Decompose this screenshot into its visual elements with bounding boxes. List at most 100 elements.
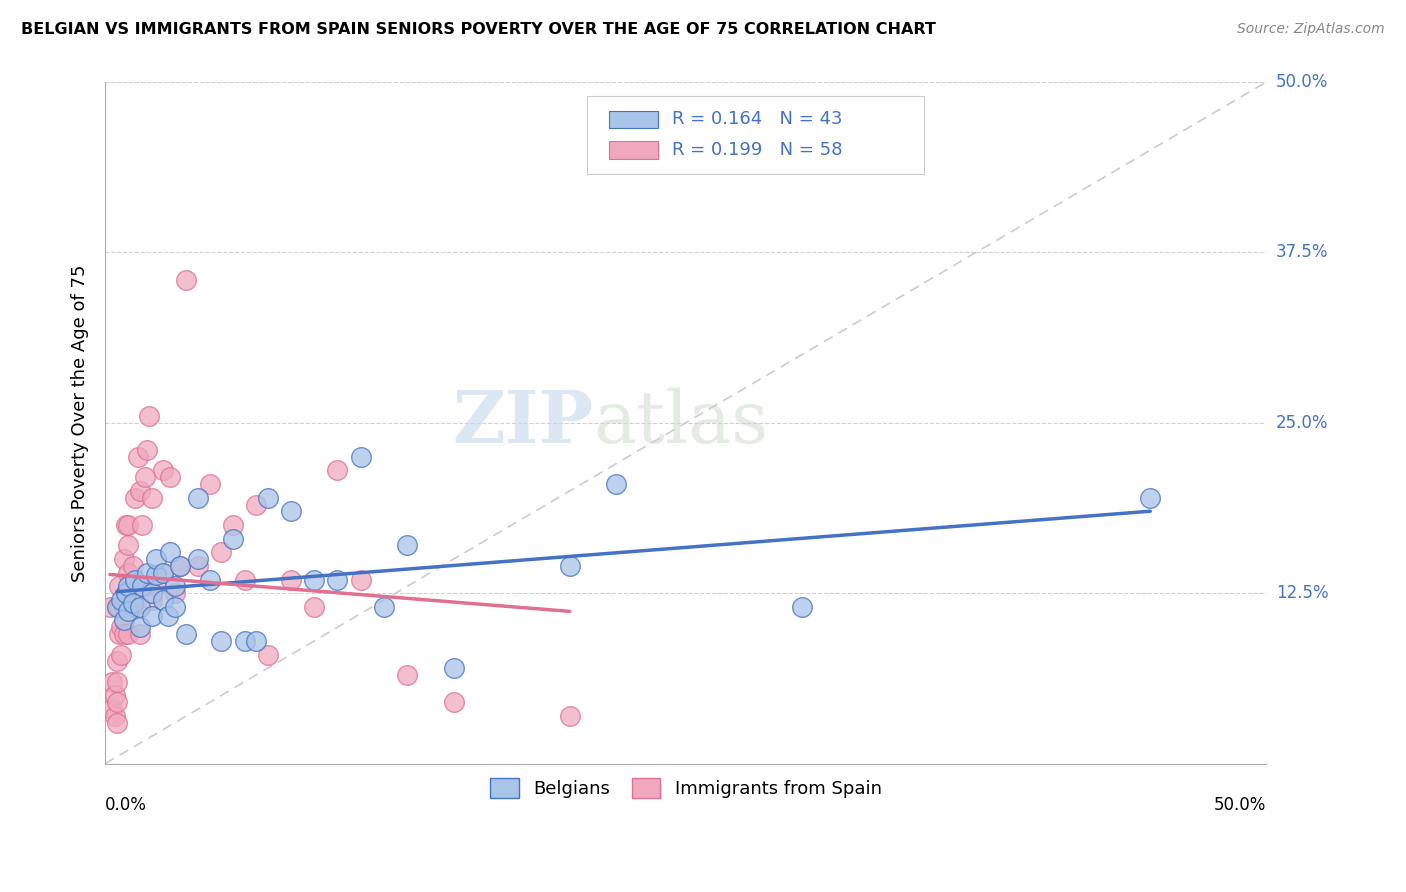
Point	[198, 477, 221, 491]
Point	[129, 627, 152, 641]
Point	[117, 539, 139, 553]
Point	[169, 558, 191, 573]
Point	[141, 609, 163, 624]
Point	[326, 573, 349, 587]
Text: 0.0%: 0.0%	[105, 797, 148, 814]
Point	[350, 450, 373, 464]
Point	[115, 586, 138, 600]
Point	[105, 674, 128, 689]
Point	[115, 586, 138, 600]
Point	[117, 627, 139, 641]
Point	[152, 566, 174, 580]
Point	[141, 593, 163, 607]
Point	[112, 627, 135, 641]
Point	[134, 470, 156, 484]
Point	[141, 586, 163, 600]
Point	[110, 648, 132, 662]
Point	[169, 558, 191, 573]
Point	[115, 518, 138, 533]
Point	[105, 695, 128, 709]
Point	[136, 566, 159, 580]
Point	[122, 599, 145, 614]
Point	[152, 566, 174, 580]
Point	[245, 633, 267, 648]
Point	[131, 518, 153, 533]
Point	[280, 504, 302, 518]
Point	[117, 604, 139, 618]
Point	[302, 599, 325, 614]
Point	[209, 545, 232, 559]
Point	[187, 558, 209, 573]
Point	[131, 579, 153, 593]
Point	[112, 552, 135, 566]
Point	[558, 709, 581, 723]
Text: BELGIAN VS IMMIGRANTS FROM SPAIN SENIORS POVERTY OVER THE AGE OF 75 CORRELATION : BELGIAN VS IMMIGRANTS FROM SPAIN SENIORS…	[21, 22, 936, 37]
Point	[122, 558, 145, 573]
Point	[156, 609, 179, 624]
Point	[98, 599, 121, 614]
Point	[112, 599, 135, 614]
Point	[187, 491, 209, 505]
Point	[605, 477, 627, 491]
Point	[105, 715, 128, 730]
Point	[101, 674, 124, 689]
Point	[1139, 491, 1161, 505]
Point	[396, 539, 419, 553]
Point	[256, 648, 278, 662]
Point	[103, 709, 125, 723]
Point	[222, 518, 245, 533]
Point	[152, 593, 174, 607]
Text: 25.0%: 25.0%	[1275, 414, 1329, 432]
Point	[187, 552, 209, 566]
Text: 12.5%: 12.5%	[1275, 584, 1329, 602]
Point	[105, 599, 128, 614]
Point	[129, 599, 152, 614]
Point	[145, 552, 167, 566]
Point	[373, 599, 395, 614]
Point	[233, 573, 256, 587]
Point	[558, 558, 581, 573]
Legend: Belgians, Immigrants from Spain: Belgians, Immigrants from Spain	[482, 771, 889, 805]
Text: R = 0.199   N = 58: R = 0.199 N = 58	[672, 141, 842, 159]
FancyBboxPatch shape	[609, 141, 658, 159]
Point	[129, 483, 152, 498]
Text: ZIP: ZIP	[453, 387, 593, 458]
Point	[443, 695, 465, 709]
Y-axis label: Seniors Poverty Over the Age of 75: Seniors Poverty Over the Age of 75	[72, 264, 89, 582]
Text: atlas: atlas	[593, 387, 768, 458]
Point	[159, 470, 181, 484]
Point	[145, 568, 167, 582]
Point	[136, 443, 159, 458]
Text: R = 0.164   N = 43: R = 0.164 N = 43	[672, 111, 842, 128]
Point	[108, 627, 131, 641]
Point	[122, 596, 145, 610]
Point	[108, 599, 131, 614]
Point	[141, 491, 163, 505]
Point	[159, 545, 181, 559]
Text: 50.0%: 50.0%	[1213, 797, 1267, 814]
Point	[129, 579, 152, 593]
Point	[101, 702, 124, 716]
Point	[163, 599, 186, 614]
Point	[198, 573, 221, 587]
Point	[233, 633, 256, 648]
Point	[138, 409, 160, 423]
Point	[790, 599, 813, 614]
Text: Source: ZipAtlas.com: Source: ZipAtlas.com	[1237, 22, 1385, 37]
Point	[222, 532, 245, 546]
Point	[112, 614, 135, 628]
Point	[124, 573, 146, 587]
Point	[117, 566, 139, 580]
Point	[145, 579, 167, 593]
Point	[443, 661, 465, 675]
Point	[163, 579, 186, 593]
Text: 37.5%: 37.5%	[1275, 244, 1329, 261]
Point	[176, 273, 198, 287]
Point	[176, 627, 198, 641]
Point	[350, 573, 373, 587]
FancyBboxPatch shape	[609, 111, 658, 128]
Text: 50.0%: 50.0%	[1275, 73, 1329, 91]
Point	[105, 654, 128, 668]
Point	[110, 620, 132, 634]
Point	[209, 633, 232, 648]
